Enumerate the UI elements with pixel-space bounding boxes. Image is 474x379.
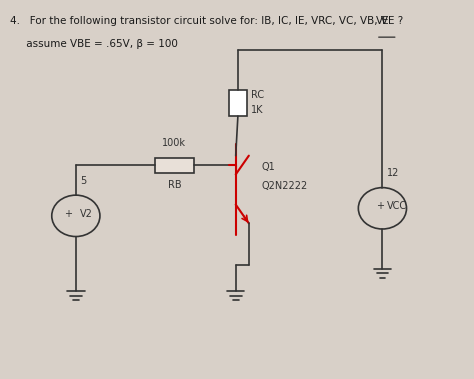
Text: VCC: VCC [387, 201, 407, 211]
Text: +: + [376, 201, 384, 211]
Text: +: + [64, 209, 72, 219]
Text: VE: VE [376, 16, 390, 27]
Text: 4.   For the following transistor circuit solve for: IB, IC, IE, VRC, VC, VB, VE: 4. For the following transistor circuit … [10, 16, 403, 27]
Text: Q2N2222: Q2N2222 [262, 181, 308, 191]
Text: 12: 12 [387, 168, 399, 178]
Text: 1K: 1K [251, 105, 264, 116]
Bar [155, 158, 194, 172]
Text: assume VBE = .65V, β = 100: assume VBE = .65V, β = 100 [10, 39, 178, 49]
Text: RC: RC [251, 91, 264, 100]
Text: Q1: Q1 [262, 162, 276, 172]
Text: 100k: 100k [163, 138, 186, 148]
Bar [229, 90, 246, 116]
Text: V2: V2 [80, 209, 93, 219]
Text: 5: 5 [80, 176, 86, 186]
Text: RB: RB [168, 180, 181, 190]
